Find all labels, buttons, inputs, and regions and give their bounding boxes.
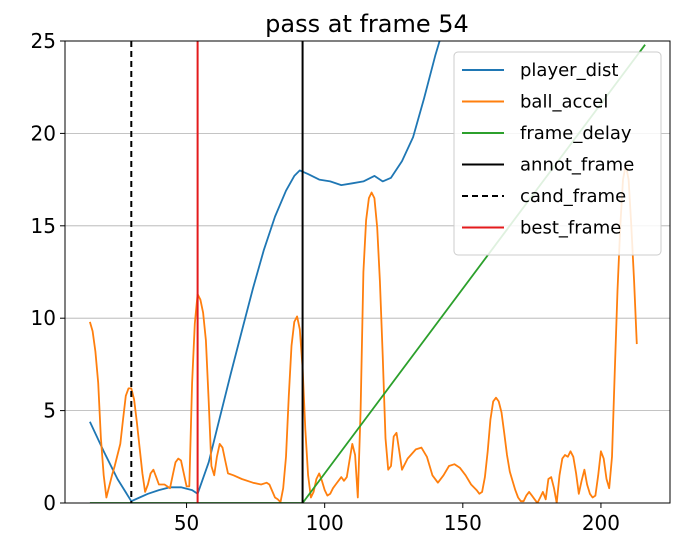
x-axis: 50 100 150 200 <box>174 503 620 535</box>
legend-label-cand_frame: cand_frame <box>520 186 626 207</box>
legend-label-best_frame: best_frame <box>520 218 621 239</box>
x-tick-label-2: 150 <box>444 511 482 535</box>
legend-label-annot_frame: annot_frame <box>520 155 634 176</box>
y-axis: 0 5 10 15 20 25 <box>31 29 65 515</box>
series-line-ball_accel <box>89 163 638 503</box>
x-tick-label-3: 200 <box>582 511 620 535</box>
series-line-player_dist <box>89 41 441 503</box>
y-tick-label-2: 10 <box>31 306 56 330</box>
x-tick-label-1: 100 <box>306 511 344 535</box>
y-tick-label-1: 5 <box>43 399 56 423</box>
y-tick-label-3: 15 <box>31 214 56 238</box>
legend-label-frame_delay: frame_delay <box>520 123 632 144</box>
legend-label-ball_accel: ball_accel <box>520 92 608 113</box>
y-tick-label-5: 25 <box>31 29 56 53</box>
y-tick-label-0: 0 <box>43 491 56 515</box>
legend: player_dist ball_accel frame_delay annot_fr… <box>453 51 662 256</box>
vline-layer <box>130 41 304 503</box>
legend-box <box>453 51 662 256</box>
x-tick-label-0: 50 <box>174 511 199 535</box>
legend-label-player_dist: player_dist <box>520 60 618 81</box>
y-tick-label-4: 20 <box>31 121 56 145</box>
chart-title: pass at frame 54 <box>265 10 469 38</box>
plot-frame <box>64 40 671 504</box>
